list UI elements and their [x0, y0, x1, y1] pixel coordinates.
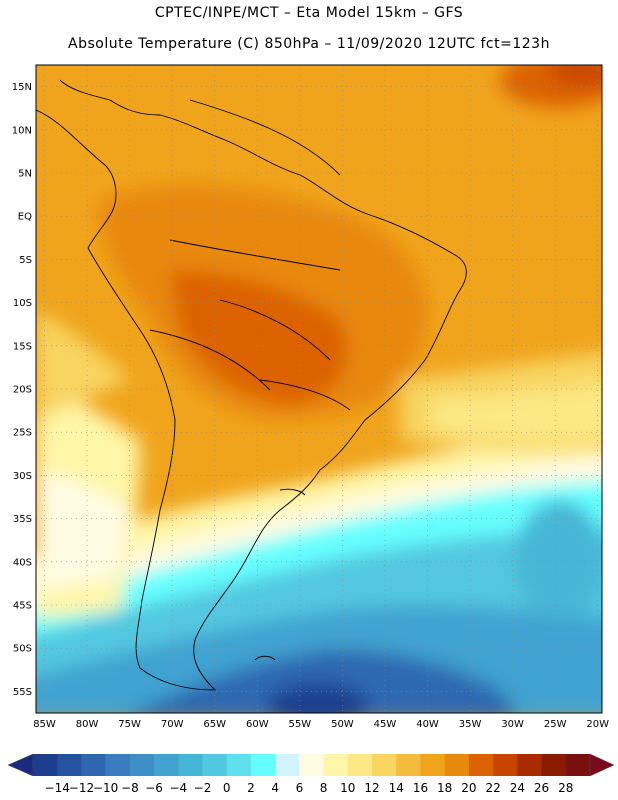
lat-label: 35S [13, 514, 32, 525]
colorbar-swatch [420, 754, 445, 776]
colorbar-swatch [275, 754, 300, 776]
colorbar-label: 10 [340, 781, 355, 795]
colorbar-swatch [396, 754, 421, 776]
latitude-labels: 15N 10N 5N EQ 5S 10S 15S 20S 25S 30S 35S 40S 45S 50S 5… [12, 82, 32, 698]
colorbar-label: 28 [558, 781, 573, 795]
coastlines [36, 79, 467, 691]
colorbar-label: 14 [389, 781, 404, 795]
colorbar-label: 16 [413, 781, 428, 795]
colorbar-label: −10 [93, 781, 118, 795]
grid-lines [36, 65, 602, 713]
colorbar-label: 26 [534, 781, 549, 795]
colorbar-swatch [372, 754, 397, 776]
colorbar-swatch [226, 754, 252, 776]
lon-label: 85W [33, 719, 56, 730]
colorbar-label: −2 [194, 781, 212, 795]
title-line-2: Absolute Temperature (C) 850hPa – 11/09/… [68, 36, 550, 52]
colorbar-swatch [57, 754, 82, 776]
lat-label: EQ [18, 212, 32, 223]
colorbar-right-arrow [589, 753, 615, 777]
colorbar-label: 8 [320, 781, 328, 795]
colorbar-swatch [81, 754, 106, 776]
colorbar-label: −14 [45, 781, 70, 795]
lon-label: 70W [161, 719, 184, 730]
colorbar-swatch [154, 754, 179, 776]
map-frame [35, 64, 603, 714]
colorbar-swatch [468, 754, 494, 776]
colorbar-swatch [105, 754, 131, 776]
colorbar-swatch [565, 754, 591, 776]
lat-label: 25S [13, 428, 32, 439]
lon-label: 50W [331, 719, 354, 730]
lat-label: 10S [13, 298, 32, 309]
colorbar-swatch [299, 754, 324, 776]
lon-label: 55W [289, 719, 312, 730]
colorbar-swatch [541, 754, 567, 776]
colorbar-label: −4 [169, 781, 187, 795]
lat-label: 20S [13, 385, 32, 396]
lon-label: 80W [76, 719, 99, 730]
lat-label: 5N [18, 169, 32, 180]
lat-label: 50S [13, 644, 32, 655]
colorbar-swatch [517, 754, 542, 776]
colorbar-label: 4 [271, 781, 279, 795]
colorbar [7, 753, 615, 777]
lat-label: 10N [12, 125, 32, 136]
colorbar-swatch [493, 754, 518, 776]
lat-label: 40S [13, 557, 32, 568]
lon-label: 45W [374, 719, 397, 730]
title-line-1: CPTEC/INPE/MCT – Eta Model 15km – GFS [154, 5, 464, 21]
colorbar-swatch [347, 754, 373, 776]
colorbar-swatch [178, 754, 203, 776]
colorbar-swatch [323, 754, 349, 776]
lat-label: 15N [12, 82, 32, 93]
colorbar-swatch [129, 754, 155, 776]
lat-label: 5S [19, 255, 32, 266]
colorbar-label: −12 [69, 781, 94, 795]
lon-label: 75W [118, 719, 141, 730]
colorbar-label: 22 [485, 781, 500, 795]
longitude-labels: 85W 80W 75W 70W 65W 60W 55W 50W 45W 40W 35W 30W 25W 2… [33, 719, 609, 730]
colorbar-label: 0 [223, 781, 231, 795]
colorbar-swatch [202, 754, 228, 776]
colorbar-swatch [250, 754, 276, 776]
temperature-field [36, 65, 602, 713]
lat-label: 30S [13, 471, 32, 482]
colorbar-label: 12 [364, 781, 379, 795]
colorbar-label: −8 [121, 781, 139, 795]
lat-label: 15S [13, 341, 32, 352]
lon-label: 20W [586, 719, 609, 730]
lon-label: 60W [246, 719, 269, 730]
colorbar-label: 18 [437, 781, 452, 795]
lat-label: 45S [13, 601, 32, 612]
lat-label: 55S [13, 687, 32, 698]
colorbar-swatch [444, 754, 470, 776]
lon-label: 35W [459, 719, 482, 730]
lon-label: 25W [544, 719, 567, 730]
colorbar-label: 20 [461, 781, 476, 795]
colorbar-labels: −14−12−10 −8 −6 −4 −2 0 2 4 6 8 10 12 14 16 18 20 22 24 26… [45, 781, 574, 795]
colorbar-label: −6 [145, 781, 163, 795]
colorbar-left-arrow [7, 753, 34, 777]
colorbar-label: 2 [247, 781, 255, 795]
lon-label: 40W [416, 719, 439, 730]
lon-label: 30W [501, 719, 524, 730]
colorbar-label: 24 [510, 781, 525, 795]
lon-label: 65W [203, 719, 226, 730]
colorbar-swatch [33, 754, 58, 776]
colorbar-label: 6 [296, 781, 304, 795]
